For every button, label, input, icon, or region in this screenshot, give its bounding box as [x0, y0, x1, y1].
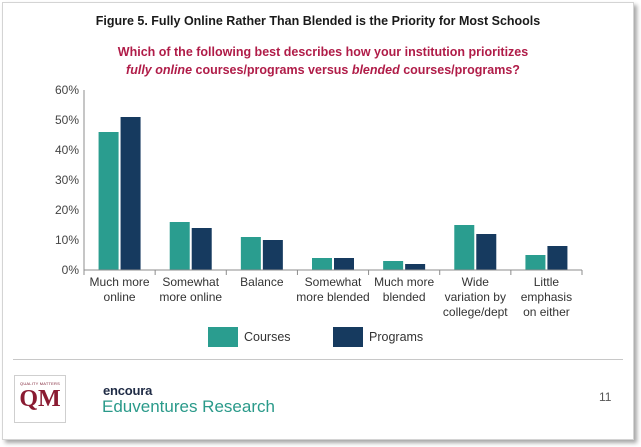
question-mid-text: courses/programs versus: [192, 63, 352, 77]
bar-courses: [454, 225, 475, 270]
quality-matters-logo: QUALITY MATTERS QM: [14, 375, 66, 423]
bar-programs: [262, 240, 283, 270]
qm-logo-letters: QM: [19, 386, 61, 412]
bar-programs: [120, 117, 141, 270]
bar-courses: [312, 258, 332, 270]
x-category-label: Wide variation by college/dept: [443, 275, 508, 319]
question-line-1: Which of the following best describes ho…: [117, 45, 529, 59]
legend-label-programs: Programs: [369, 330, 424, 344]
x-category-label: Much more online: [90, 275, 150, 304]
survey-question: Which of the following best describes ho…: [63, 43, 583, 79]
y-tick-label: 40%: [55, 143, 79, 157]
bar-courses: [169, 222, 190, 270]
footer-divider: [13, 359, 623, 360]
legend-swatch-programs: [333, 327, 363, 347]
bar-programs: [334, 258, 354, 270]
bar-programs: [191, 228, 212, 270]
legend-programs: Programs: [333, 327, 423, 347]
bar-programs: [547, 246, 568, 270]
x-category-label: Balance: [240, 275, 284, 289]
page-number: 11: [599, 390, 612, 404]
legend-courses: Courses: [208, 327, 291, 347]
y-tick-label: 30%: [55, 173, 79, 187]
encoura-logo: encoura: [103, 383, 153, 398]
slide: Figure 5. Fully Online Rather Than Blend…: [2, 2, 634, 440]
x-category-label: Much more blended: [374, 275, 434, 304]
figure-title: Figure 5. Fully Online Rather Than Blend…: [95, 14, 541, 28]
question-end-text: courses/programs?: [399, 63, 520, 77]
question-emphasis-blended: blended: [351, 63, 400, 77]
eduventures-logo: Eduventures Research: [102, 397, 275, 417]
bar-courses: [383, 261, 404, 270]
x-category-label: Little emphasis on either: [521, 275, 572, 319]
y-tick-label: 60%: [55, 83, 79, 97]
bar-chart: 0% 10% 20% 30% 40% 50% 60% Much more online Somew…: [55, 83, 583, 319]
legend-swatch-courses: [208, 327, 238, 347]
y-tick-label: 50%: [55, 113, 79, 127]
x-category-label: Somewhat more online: [159, 275, 222, 304]
question-emphasis-online: fully online: [126, 63, 193, 77]
y-tick-label: 10%: [55, 233, 79, 247]
bar-courses: [525, 255, 546, 270]
bar-courses: [98, 132, 119, 270]
bar-programs: [476, 234, 497, 270]
eduventures-name: Eduventures: [102, 397, 198, 416]
bar-courses: [240, 237, 261, 270]
y-tick-label: 0%: [62, 263, 80, 277]
x-category-label: Somewhat more blended: [296, 275, 369, 304]
qm-logo-tagline: QUALITY MATTERS: [20, 381, 60, 386]
eduventures-suffix: Research: [197, 397, 275, 416]
question-line-2: fully online courses/programs versus ble…: [63, 61, 583, 79]
legend-label-courses: Courses: [244, 330, 291, 344]
y-tick-label: 20%: [55, 203, 79, 217]
bar-programs: [405, 264, 426, 270]
